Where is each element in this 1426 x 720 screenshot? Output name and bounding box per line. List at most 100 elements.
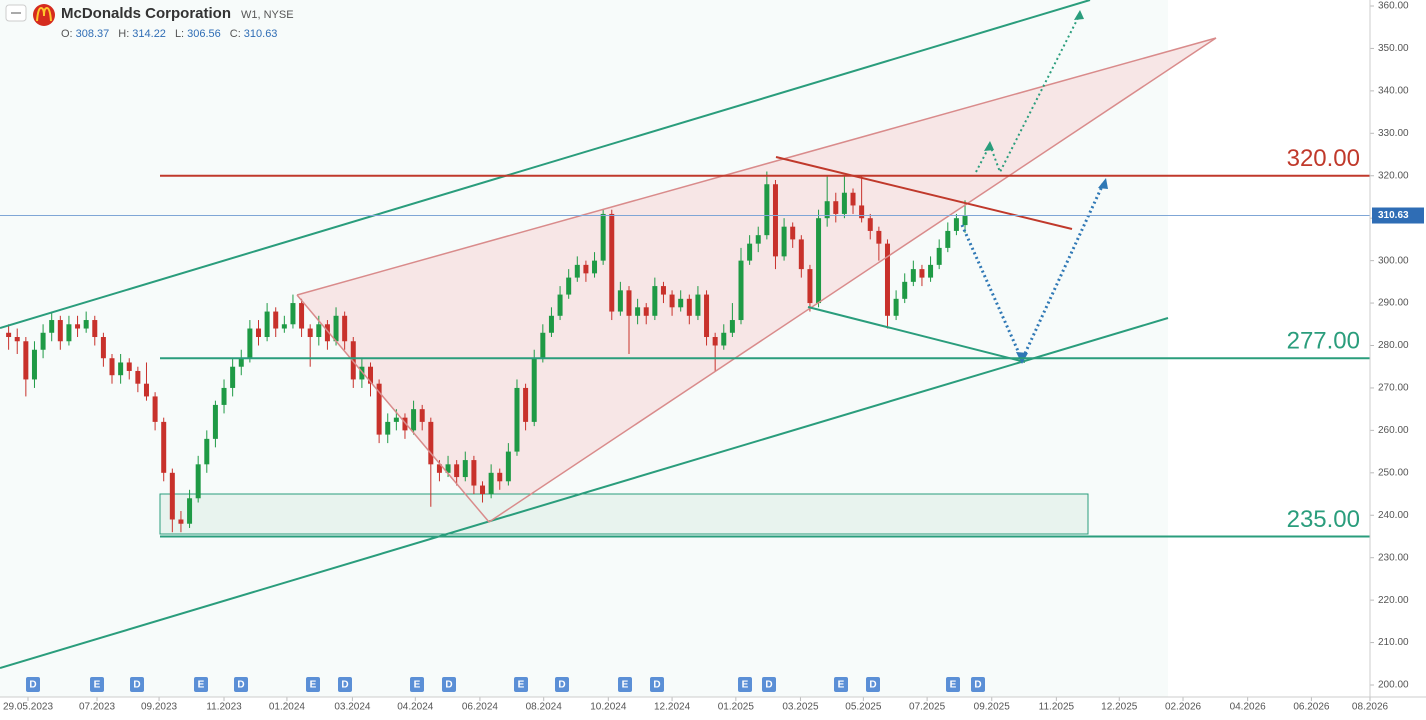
candle-body: [531, 358, 537, 422]
candle-body: [704, 294, 710, 338]
candle-body: [428, 421, 434, 465]
event-icon: [442, 677, 456, 692]
candle-body: [548, 315, 554, 333]
candle-body: [669, 294, 675, 308]
candle-body: [221, 387, 227, 405]
candle-body: [721, 332, 727, 346]
x-tick-label: 10.2024: [590, 702, 627, 713]
candle-body: [75, 324, 81, 329]
event-icon: [514, 677, 528, 692]
x-tick-label: 04.2024: [397, 702, 434, 713]
candle-body: [583, 264, 589, 274]
event-badge: D: [762, 677, 776, 692]
event-badge: D: [130, 677, 144, 692]
candle-body: [57, 320, 63, 342]
event-icon: [650, 677, 664, 692]
event-label: D: [765, 680, 772, 691]
candle-body: [118, 362, 124, 376]
ohlc-value: 314.22: [132, 28, 166, 40]
support-zone: [159, 493, 1089, 535]
x-tick-label: 04.2026: [1230, 702, 1267, 713]
x-tick-label: 06.2024: [462, 702, 499, 713]
event-badge: E: [410, 677, 424, 692]
candle-body: [40, 332, 46, 350]
event-icon: [338, 677, 352, 692]
event-badge: E: [90, 677, 104, 692]
candle-body: [135, 370, 141, 384]
event-label: E: [198, 680, 205, 691]
event-icon: [762, 677, 776, 692]
event-icon: [410, 677, 424, 692]
candle-body: [212, 404, 218, 439]
y-tick-label: 200.00: [1378, 680, 1409, 691]
candle-body: [359, 366, 365, 380]
event-label: E: [518, 680, 525, 691]
candle-body: [143, 383, 149, 397]
candle-body: [169, 472, 175, 520]
event-icon: [194, 677, 208, 692]
candle-body: [402, 417, 408, 431]
event-badge: D: [338, 677, 352, 692]
event-badge: D: [866, 677, 880, 692]
candle-body: [109, 358, 115, 376]
x-tick-label: 11.2023: [206, 702, 242, 713]
support-trend: [807, 306, 1026, 363]
candle-body: [454, 464, 460, 478]
candle-body: [350, 341, 356, 380]
x-tick-label: 08.2024: [526, 702, 563, 713]
event-label: D: [869, 680, 876, 691]
candle-body: [772, 184, 778, 257]
candle-body: [953, 218, 959, 231]
ohlc: O: 308.37 H: 314.22 L: 306.56 C: 310.63: [61, 28, 277, 40]
candle-body: [540, 332, 546, 359]
event-label: D: [653, 680, 660, 691]
candle-body: [841, 192, 847, 214]
ohlc-key: C:: [230, 28, 241, 40]
x-tick-label: 29.05.2023: [3, 702, 53, 713]
event-badge: D: [234, 677, 248, 692]
y-tick-label: 210.00: [1378, 637, 1409, 648]
event-label: D: [445, 680, 452, 691]
event-badge: E: [514, 677, 528, 692]
event-icon: [618, 677, 632, 692]
candle-body: [617, 290, 623, 312]
ohlc-key: L:: [175, 28, 184, 40]
event-label: E: [838, 680, 845, 691]
x-tick-label: 06.2026: [1293, 702, 1330, 713]
event-label: D: [341, 680, 348, 691]
x-tick-label: 11.2025: [1039, 702, 1075, 713]
y-tick-label: 280.00: [1378, 340, 1409, 351]
candle-body: [264, 311, 270, 338]
candle-body: [781, 226, 787, 257]
candle-body: [523, 387, 529, 422]
x-tick-label: 09.2023: [141, 702, 178, 713]
channel-top: [0, 0, 1091, 329]
candle-body: [385, 421, 391, 435]
candle-body: [738, 260, 744, 321]
event-label: D: [133, 680, 140, 691]
candle-body: [255, 328, 261, 338]
projection-up: [975, 13, 1081, 175]
arrow-head: [1098, 178, 1108, 189]
level-label: 235.00: [1287, 506, 1360, 533]
candle-body: [652, 286, 658, 316]
resistance-trend: [775, 156, 1073, 230]
y-tick-label: 330.00: [1378, 128, 1409, 139]
candle-body: [859, 205, 865, 219]
candle-body: [497, 472, 503, 482]
channel-bottom: [0, 317, 1169, 669]
event-icon: [971, 677, 985, 692]
event-label: D: [237, 680, 244, 691]
event-badge: D: [555, 677, 569, 692]
candle-body: [910, 269, 916, 282]
wedge-line: [296, 37, 1217, 296]
x-tick-label: 07.2023: [79, 702, 116, 713]
candle-body: [962, 215, 968, 226]
candle-body: [436, 464, 442, 473]
candle-body: [928, 264, 934, 278]
event-badge: E: [738, 677, 752, 692]
candle-body: [790, 226, 796, 240]
event-badge: D: [650, 677, 664, 692]
